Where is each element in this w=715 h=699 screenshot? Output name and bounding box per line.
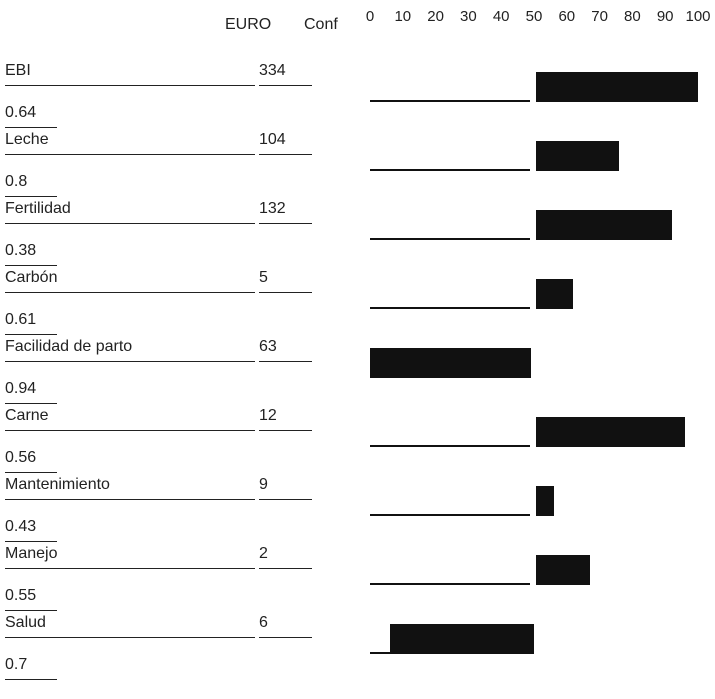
row-euro-underline bbox=[259, 85, 312, 86]
row-conf-value: 0.61 bbox=[5, 311, 37, 328]
x-tick-label: 10 bbox=[394, 8, 412, 25]
bar bbox=[389, 624, 534, 654]
bar-track bbox=[370, 583, 530, 585]
row-conf-value: 0.7 bbox=[5, 656, 28, 673]
x-tick-label: 100 bbox=[685, 8, 711, 25]
row-conf-underline bbox=[5, 196, 57, 197]
row-label-underline bbox=[5, 154, 255, 155]
row-conf-value: 0.8 bbox=[5, 173, 28, 190]
row-euro-underline bbox=[259, 568, 312, 569]
row-label: Carbón bbox=[5, 269, 58, 286]
x-tick-label: 40 bbox=[492, 8, 510, 25]
euro-column-header: EURO bbox=[225, 16, 272, 33]
row-label-underline bbox=[5, 499, 255, 500]
bar bbox=[536, 72, 698, 102]
row-conf-value: 0.64 bbox=[5, 104, 37, 121]
x-tick-label: 20 bbox=[427, 8, 444, 25]
row-label-underline bbox=[5, 223, 255, 224]
row-euro-value: 9 bbox=[259, 476, 268, 493]
row-label: Salud bbox=[5, 614, 46, 631]
row-euro-underline bbox=[259, 430, 312, 431]
x-tick-label: 60 bbox=[558, 8, 576, 25]
bar bbox=[536, 141, 620, 171]
row-euro-value: 63 bbox=[259, 338, 277, 355]
x-tick-label: 0 bbox=[365, 8, 375, 25]
row-euro-underline bbox=[259, 292, 312, 293]
row-label: Fertilidad bbox=[5, 200, 71, 217]
row-conf-value: 0.94 bbox=[5, 380, 37, 397]
bar bbox=[370, 348, 531, 378]
row-conf-value: 0.56 bbox=[5, 449, 37, 466]
x-tick-label: 80 bbox=[624, 8, 641, 25]
row-conf-underline bbox=[5, 679, 57, 680]
row-euro-underline bbox=[259, 361, 312, 362]
row-euro-value: 104 bbox=[259, 131, 286, 148]
row-label-underline bbox=[5, 568, 255, 569]
row-label: Mantenimiento bbox=[5, 476, 110, 493]
row-euro-underline bbox=[259, 154, 312, 155]
row-conf-underline bbox=[5, 610, 57, 611]
row-euro-value: 334 bbox=[259, 62, 286, 79]
row-label-underline bbox=[5, 430, 255, 431]
x-tick-label: 30 bbox=[460, 8, 477, 25]
row-conf-value: 0.55 bbox=[5, 587, 37, 604]
row-euro-value: 12 bbox=[259, 407, 277, 424]
row-label: Leche bbox=[5, 131, 49, 148]
row-euro-value: 5 bbox=[259, 269, 268, 286]
row-conf-underline bbox=[5, 127, 57, 128]
x-tick-label: 50 bbox=[525, 8, 543, 25]
bar bbox=[536, 417, 685, 447]
row-conf-underline bbox=[5, 403, 57, 404]
row-conf-underline bbox=[5, 541, 57, 542]
bar bbox=[536, 279, 574, 309]
row-conf-underline bbox=[5, 265, 57, 266]
x-tick-label: 90 bbox=[656, 8, 674, 25]
row-euro-underline bbox=[259, 223, 312, 224]
row-euro-value: 132 bbox=[259, 200, 286, 217]
bar-track bbox=[370, 169, 530, 171]
bar-track bbox=[370, 100, 530, 102]
row-label: EBI bbox=[5, 62, 31, 79]
row-label: Facilidad de parto bbox=[5, 338, 133, 355]
row-label: Manejo bbox=[5, 545, 58, 562]
bar-track bbox=[370, 238, 530, 240]
bar bbox=[536, 210, 672, 240]
row-label-underline bbox=[5, 85, 255, 86]
bar bbox=[536, 486, 554, 516]
row-euro-value: 6 bbox=[259, 614, 268, 631]
bar bbox=[536, 555, 590, 585]
conf-column-header: Conf bbox=[304, 16, 338, 33]
row-label: Carne bbox=[5, 407, 49, 424]
row-conf-value: 0.43 bbox=[5, 518, 37, 535]
row-label-underline bbox=[5, 361, 255, 362]
row-label-underline bbox=[5, 637, 255, 638]
row-conf-underline bbox=[5, 334, 57, 335]
row-conf-value: 0.38 bbox=[5, 242, 37, 259]
x-tick-label: 70 bbox=[591, 8, 608, 25]
bar-track bbox=[370, 445, 530, 447]
row-euro-underline bbox=[259, 499, 312, 500]
row-conf-underline bbox=[5, 472, 57, 473]
bar-track bbox=[370, 514, 530, 516]
row-euro-value: 2 bbox=[259, 545, 268, 562]
row-euro-underline bbox=[259, 637, 312, 638]
bar-track bbox=[370, 307, 530, 309]
row-label-underline bbox=[5, 292, 255, 293]
